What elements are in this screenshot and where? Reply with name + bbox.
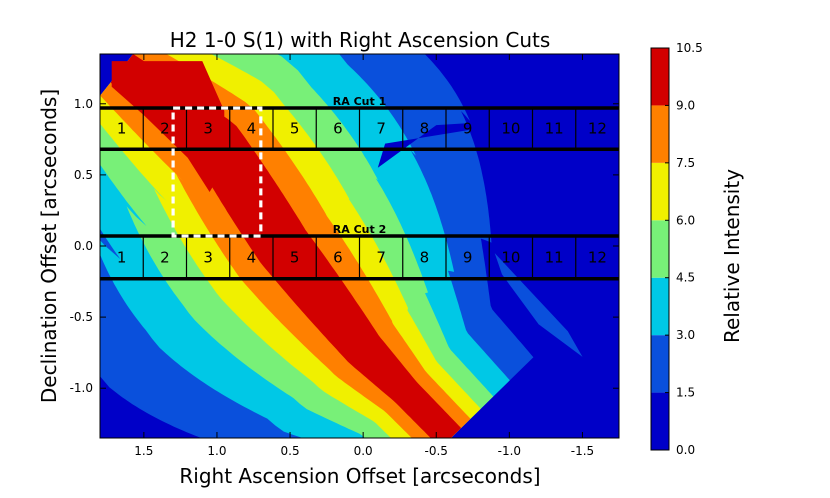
ra-cut-cell-label: 8 (420, 248, 430, 266)
ra-cut-cell-label: 8 (420, 120, 430, 138)
colorbar-tick-label: 0.0 (676, 443, 695, 457)
colorbar-segment-4 (651, 163, 669, 220)
ra-cut-cell-label: 11 (545, 120, 564, 138)
x-tick-label: -1.5 (571, 444, 594, 458)
y-tick-label: 1.0 (74, 97, 93, 111)
colorbar-tick-label: 7.5 (676, 156, 695, 170)
chart-title: H2 1-0 S(1) with Right Ascension Cuts (170, 28, 551, 52)
x-tick-label: -1.0 (498, 444, 521, 458)
ra-cut-cell-label: 2 (160, 248, 170, 266)
y-tick-label: -1.0 (70, 381, 93, 395)
colorbar-label: Relative Intensity (720, 169, 744, 343)
y-tick-label: 0.0 (74, 239, 93, 253)
ra-cut-cell-label: 4 (247, 248, 257, 266)
colorbar-segment-1 (651, 335, 669, 392)
ra-cut-cell-label: 12 (588, 248, 607, 266)
ra-cut-cell-label: 5 (290, 120, 300, 138)
ra-cut-label: RA Cut 1 (333, 95, 386, 108)
colorbar-tick-label: 9.0 (676, 98, 695, 112)
y-tick-label: -0.5 (70, 310, 93, 324)
ra-cut-cell-label: 3 (203, 120, 213, 138)
colorbar-segment-3 (651, 220, 669, 277)
colorbar-ticks: 0.0 1.5 3.0 4.5 6.0 7.5 9.0 10.5 (665, 41, 703, 457)
colorbar-segment-2 (651, 278, 669, 335)
ra-cut-cell-label: 7 (376, 248, 386, 266)
y-tick-label: 0.5 (74, 168, 93, 182)
colorbar-segment-0 (651, 393, 669, 450)
x-tick-label: -0.5 (425, 444, 448, 458)
ra-cut-cell-label: 2 (160, 120, 170, 138)
ra-cut-label: RA Cut 2 (333, 223, 386, 236)
colorbar-tick-label: 1.5 (676, 386, 695, 400)
colorbar (651, 48, 669, 450)
x-tick-label: 1.5 (134, 444, 153, 458)
colorbar-segment-5 (651, 105, 669, 162)
ra-cut-cell-label: 10 (501, 120, 520, 138)
ra-cut-cell-label: 9 (463, 248, 473, 266)
colorbar-tick-label: 4.5 (676, 271, 695, 285)
ra-cut-cell-label: 7 (376, 120, 386, 138)
ra-cut-cell-label: 1 (117, 120, 127, 138)
ra-cut-cell-label: 11 (545, 248, 564, 266)
ra-cut-cell-label: 6 (333, 248, 343, 266)
colorbar-tick-label: 6.0 (676, 213, 695, 227)
colorbar-segment-6 (651, 48, 669, 105)
ra-cut-cell-label: 10 (501, 248, 520, 266)
x-axis-label: Right Ascension Offset [arcseconds] (179, 464, 540, 488)
ra-cut-cell-label: 1 (117, 248, 127, 266)
colorbar-tick-label: 3.0 (676, 328, 695, 342)
x-tick-label: 1.0 (207, 444, 226, 458)
colorbar-tick-label: 10.5 (676, 41, 703, 55)
ra-cut-cell-label: 6 (333, 120, 343, 138)
ra-cut-cell-label: 12 (588, 120, 607, 138)
ra-cut-cell-label: 3 (203, 248, 213, 266)
ra-cut-cell-label: 4 (247, 120, 257, 138)
y-axis-label: Declination Offset [arcseconds] (37, 89, 61, 403)
ra-cut-cell-label: 9 (463, 120, 473, 138)
x-tick-label: 0.0 (354, 444, 373, 458)
ra-cut-cell-label: 5 (290, 248, 300, 266)
x-tick-label: 0.5 (281, 444, 300, 458)
